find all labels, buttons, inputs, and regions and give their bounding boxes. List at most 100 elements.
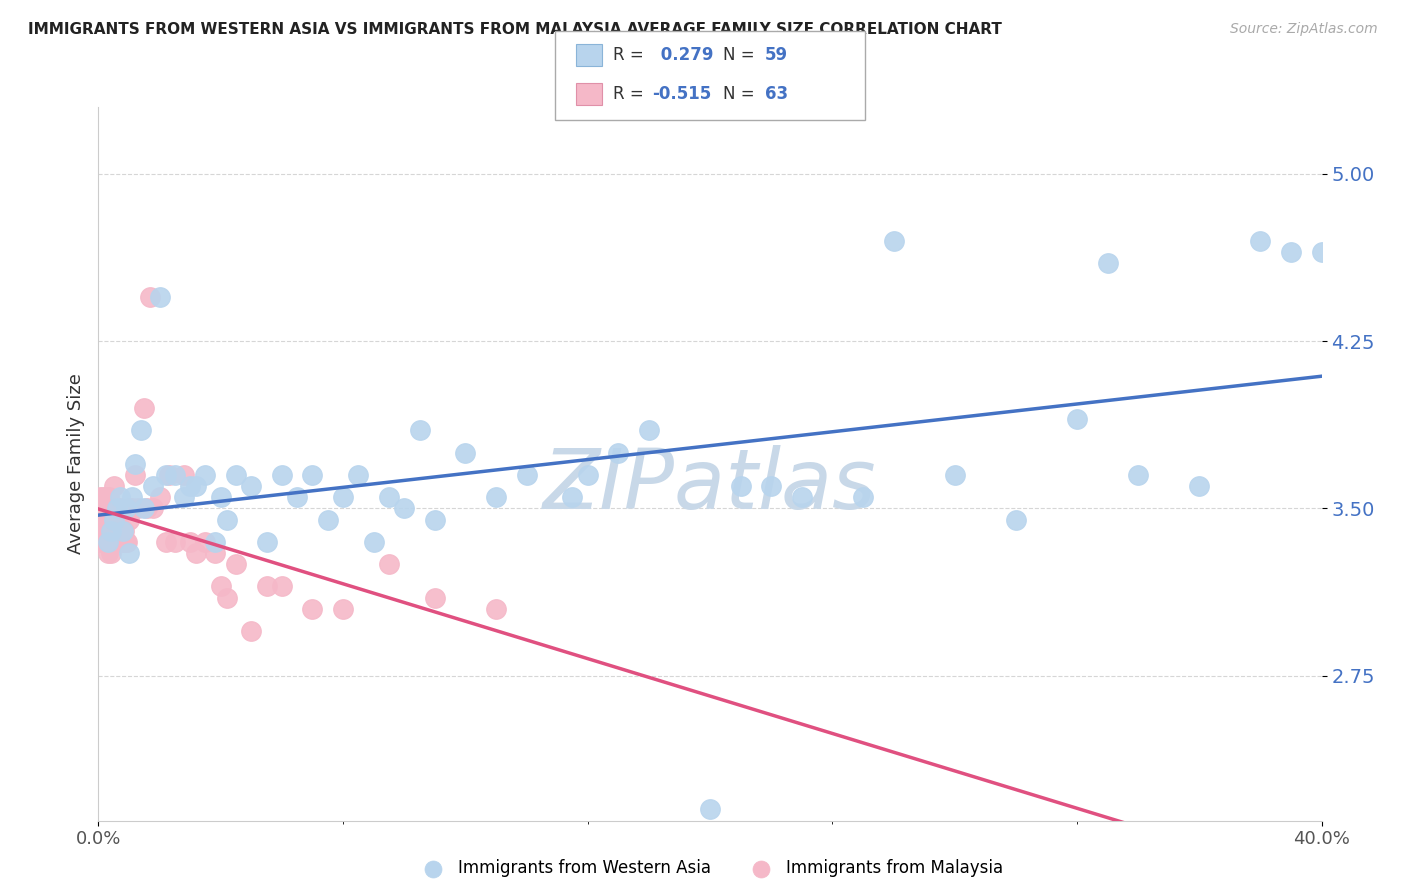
Point (94, 534, 117, 549)
Point (108, 501, 131, 516)
Point (155, 534, 177, 549)
Text: R =: R = (613, 46, 650, 64)
Point (97, 534, 120, 549)
Point (186, 546, 208, 560)
Point (163, 534, 186, 549)
Point (115, 501, 138, 516)
Point (240, 479, 263, 493)
Point (142, 501, 165, 516)
Point (699, 803, 721, 817)
Point (270, 580, 294, 594)
Point (561, 491, 583, 505)
Point (124, 468, 146, 483)
Text: 0.279: 0.279 (655, 46, 714, 64)
Point (103, 534, 125, 549)
Point (215, 591, 238, 605)
Point (100, 546, 122, 560)
Point (163, 468, 186, 483)
Point (105, 524, 128, 538)
Point (408, 423, 430, 437)
Point (97, 512, 120, 526)
Point (98, 491, 121, 505)
Point (215, 512, 238, 526)
Point (124, 457, 146, 471)
Point (118, 546, 141, 560)
Point (139, 289, 162, 303)
Point (454, 446, 477, 460)
Y-axis label: Average Family Size: Average Family Size (66, 374, 84, 554)
Point (637, 423, 661, 437)
Point (485, 491, 508, 505)
Point (730, 479, 752, 493)
Point (105, 501, 128, 516)
Point (142, 479, 165, 493)
Legend: Immigrants from Western Asia, Immigrants from Malaysia: Immigrants from Western Asia, Immigrants… (411, 853, 1010, 884)
Text: Source: ZipAtlas.com: Source: ZipAtlas.com (1230, 22, 1378, 37)
Point (93, 524, 115, 538)
Text: IMMIGRANTS FROM WESTERN ASIA VS IMMIGRANTS FROM MALAYSIA AVERAGE FAMILY SIZE COR: IMMIGRANTS FROM WESTERN ASIA VS IMMIGRAN… (28, 22, 1002, 37)
Point (607, 446, 630, 460)
Point (118, 501, 141, 516)
Point (378, 557, 401, 572)
Point (108, 491, 131, 505)
Point (90, 512, 112, 526)
Point (240, 624, 263, 639)
Text: 63: 63 (765, 85, 787, 103)
Point (89, 524, 111, 538)
Point (363, 534, 385, 549)
Point (117, 534, 139, 549)
Point (301, 468, 323, 483)
Point (103, 512, 125, 526)
Point (104, 512, 127, 526)
Point (761, 479, 783, 493)
Point (852, 491, 875, 505)
Point (485, 602, 508, 616)
Point (173, 491, 195, 505)
Point (155, 468, 177, 483)
Point (1310, 244, 1333, 259)
Point (194, 468, 217, 483)
Text: ZIPatlas: ZIPatlas (543, 445, 877, 525)
Point (209, 491, 232, 505)
Point (134, 401, 156, 416)
Point (111, 524, 134, 538)
Point (94, 491, 117, 505)
Point (576, 468, 599, 483)
Point (90, 501, 112, 516)
Point (149, 491, 172, 505)
Point (883, 234, 905, 248)
Point (1279, 244, 1302, 259)
Point (103, 501, 125, 516)
Point (91, 491, 114, 505)
Point (301, 602, 323, 616)
Point (105, 501, 128, 516)
Point (285, 491, 308, 505)
Point (332, 491, 354, 505)
Point (136, 501, 159, 516)
Point (121, 501, 143, 516)
Point (100, 524, 122, 538)
Text: 59: 59 (765, 46, 787, 64)
Point (127, 501, 149, 516)
Point (91, 524, 114, 538)
Point (316, 512, 339, 526)
Point (108, 524, 131, 538)
Point (204, 534, 226, 549)
Point (121, 491, 143, 505)
Point (103, 479, 125, 493)
Point (100, 501, 122, 516)
Point (118, 512, 141, 526)
Point (256, 580, 278, 594)
Point (209, 580, 232, 594)
Point (179, 534, 201, 549)
Point (270, 468, 294, 483)
Point (115, 534, 138, 549)
Point (1128, 468, 1150, 483)
Point (173, 468, 195, 483)
Point (90, 534, 112, 549)
Point (98, 501, 121, 516)
Point (1097, 256, 1119, 270)
Point (378, 491, 401, 505)
Point (225, 468, 247, 483)
Point (347, 468, 370, 483)
